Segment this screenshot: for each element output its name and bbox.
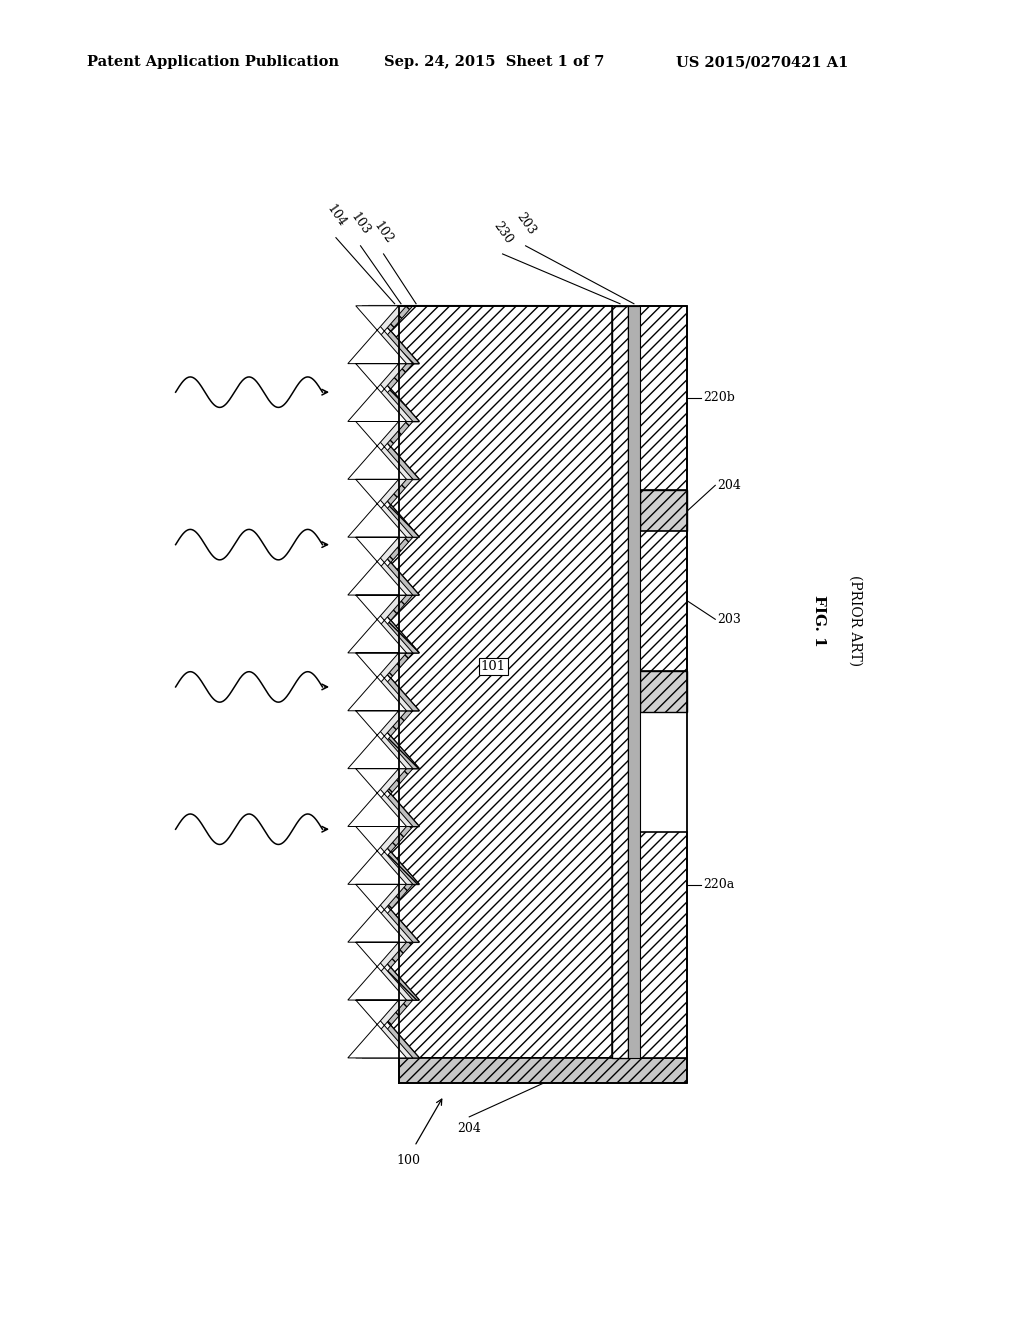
Text: 100: 100 xyxy=(396,1155,420,1167)
Text: 204: 204 xyxy=(458,1122,481,1135)
Polygon shape xyxy=(362,306,419,1057)
Text: Sep. 24, 2015  Sheet 1 of 7: Sep. 24, 2015 Sheet 1 of 7 xyxy=(384,55,604,70)
Text: 220a: 220a xyxy=(703,878,734,891)
Bar xyxy=(612,306,628,1057)
Bar xyxy=(640,490,687,532)
Text: 203: 203 xyxy=(513,211,538,238)
Text: Patent Application Publication: Patent Application Publication xyxy=(87,55,339,70)
Text: 204: 204 xyxy=(718,479,741,492)
Text: FIG. 1: FIG. 1 xyxy=(812,594,826,647)
Polygon shape xyxy=(369,306,612,1057)
Text: (PRIOR ART): (PRIOR ART) xyxy=(848,574,862,667)
Text: 102: 102 xyxy=(372,219,395,246)
Bar xyxy=(640,833,687,1057)
Bar xyxy=(640,671,687,711)
Text: US 2015/0270421 A1: US 2015/0270421 A1 xyxy=(676,55,848,70)
Bar xyxy=(640,532,687,671)
Text: 203: 203 xyxy=(718,612,741,626)
Polygon shape xyxy=(355,306,413,1057)
Text: 220b: 220b xyxy=(703,392,735,404)
Text: 230: 230 xyxy=(490,219,515,246)
Bar xyxy=(640,306,687,490)
Bar xyxy=(398,1057,687,1084)
Text: 101: 101 xyxy=(480,660,506,673)
Polygon shape xyxy=(348,306,407,1057)
Bar xyxy=(628,306,640,1057)
Text: 104: 104 xyxy=(324,202,348,230)
Text: 103: 103 xyxy=(348,211,373,238)
